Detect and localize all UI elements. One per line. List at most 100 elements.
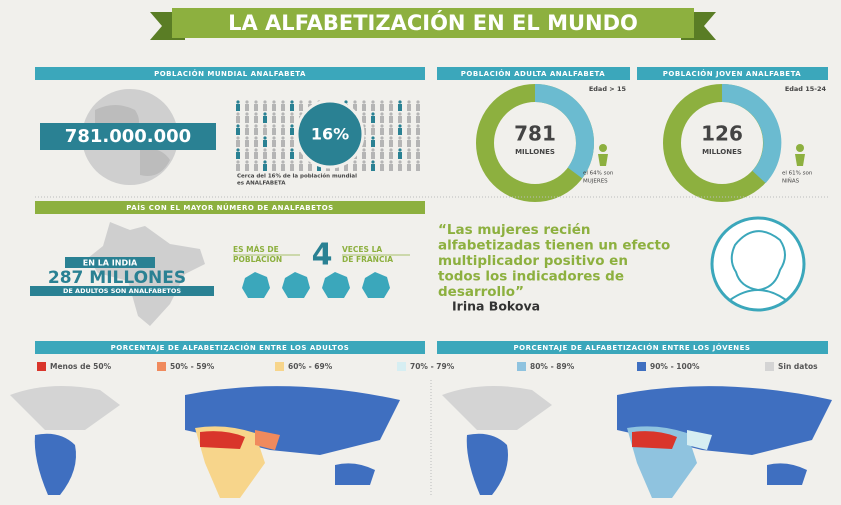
person-icon bbox=[290, 160, 294, 164]
person-icon bbox=[263, 124, 267, 128]
person-icon bbox=[398, 112, 402, 116]
section-title: PORCENTAJE DE ALFABETIZACIÓN ENTRE LOS A… bbox=[111, 343, 350, 352]
person-icon bbox=[254, 160, 258, 164]
donut-note: el 61% son bbox=[782, 171, 813, 177]
person-icon bbox=[398, 124, 402, 128]
person-icon bbox=[254, 164, 258, 171]
person-icon bbox=[263, 148, 267, 152]
legend-label: Menos de 50% bbox=[50, 362, 112, 371]
portrait bbox=[730, 230, 786, 292]
india-banner bbox=[65, 257, 155, 268]
person-icon bbox=[245, 148, 249, 152]
person-icon bbox=[254, 140, 258, 147]
person-icon bbox=[398, 164, 402, 171]
section-title: PORCENTAJE DE ALFABETIZACIÓN ENTRE LOS J… bbox=[514, 343, 751, 352]
person-icon bbox=[272, 164, 276, 171]
person-icon bbox=[245, 112, 249, 116]
person-icon bbox=[263, 140, 267, 147]
person-icon bbox=[254, 100, 258, 104]
person-icon bbox=[272, 116, 276, 123]
person-icon bbox=[290, 128, 294, 135]
person-icon bbox=[344, 100, 348, 104]
person-icon bbox=[389, 104, 393, 111]
legend: Menos de 50% 50% - 59% 60% - 69% 70% - 79% 8… bbox=[37, 362, 818, 371]
world-number: 781.000.000 bbox=[65, 126, 191, 147]
compare-text: VECES LA bbox=[342, 245, 382, 254]
person-icon bbox=[398, 136, 402, 140]
person-icon bbox=[299, 152, 303, 159]
person-icon bbox=[236, 112, 240, 116]
person-icon bbox=[407, 136, 411, 140]
person-icon bbox=[272, 100, 276, 104]
person-icon bbox=[362, 104, 366, 111]
india-line: DE ADULTOS SON ANALFABETOS bbox=[63, 287, 181, 295]
person-icon bbox=[389, 160, 393, 164]
donut-note: el 64% son bbox=[583, 171, 614, 177]
person-icon bbox=[380, 116, 384, 123]
person-icon bbox=[407, 112, 411, 116]
quote-line: multiplicador positivo en bbox=[438, 253, 628, 269]
person-icon bbox=[371, 136, 375, 140]
map-land bbox=[442, 386, 552, 430]
person-icon bbox=[299, 100, 303, 104]
person-icon bbox=[416, 140, 420, 147]
person-icon bbox=[272, 104, 276, 111]
person-icon bbox=[290, 136, 294, 140]
person-icon bbox=[281, 104, 285, 111]
person-icon bbox=[272, 160, 276, 164]
person-icon bbox=[398, 128, 402, 135]
person-icon bbox=[254, 116, 258, 123]
person-icon bbox=[353, 100, 357, 104]
person-icon bbox=[254, 128, 258, 135]
person-icon bbox=[236, 124, 240, 128]
legend-label: 60% - 69% bbox=[288, 362, 333, 371]
person-icon bbox=[245, 128, 249, 135]
person-icon bbox=[290, 164, 294, 171]
person-icon bbox=[598, 154, 608, 166]
section-header bbox=[437, 341, 828, 354]
section-header bbox=[637, 67, 828, 80]
person-icon bbox=[371, 124, 375, 128]
person-icon bbox=[407, 164, 411, 171]
section-header bbox=[35, 201, 425, 214]
person-icon bbox=[290, 100, 294, 104]
person-icon bbox=[407, 160, 411, 164]
legend-swatch bbox=[765, 362, 774, 371]
person-icon bbox=[416, 164, 420, 171]
person-icon bbox=[407, 100, 411, 104]
person-icon bbox=[272, 136, 276, 140]
donut-note: NIÑAS bbox=[782, 178, 800, 185]
person-icon bbox=[245, 152, 249, 159]
france-icon bbox=[362, 272, 390, 298]
person-icon bbox=[389, 100, 393, 104]
person-icon bbox=[281, 148, 285, 152]
person-icon bbox=[371, 128, 375, 135]
person-icon bbox=[254, 112, 258, 116]
age-label: Edad 15-24 bbox=[785, 85, 827, 93]
compare-text: POBLACIÓN bbox=[233, 255, 282, 264]
person-icon bbox=[290, 104, 294, 111]
person-icon bbox=[416, 104, 420, 111]
person-icon bbox=[362, 152, 366, 159]
donut-number: 126 bbox=[701, 122, 743, 146]
person-icon bbox=[380, 128, 384, 135]
section-header bbox=[437, 67, 630, 80]
person-icon bbox=[371, 164, 375, 171]
person-icon bbox=[371, 112, 375, 116]
person-icon bbox=[245, 104, 249, 111]
person-icon bbox=[236, 140, 240, 147]
person-icon bbox=[245, 124, 249, 128]
person-icon bbox=[407, 116, 411, 123]
person-icon bbox=[407, 148, 411, 152]
person-icon bbox=[245, 116, 249, 123]
donut-number: 781 bbox=[514, 122, 556, 146]
portrait bbox=[729, 289, 787, 301]
person-icon bbox=[281, 136, 285, 140]
person-icon bbox=[272, 112, 276, 116]
person-icon bbox=[236, 152, 240, 159]
legend-swatch bbox=[275, 362, 284, 371]
person-icon bbox=[389, 124, 393, 128]
donut-note: MUJERES bbox=[583, 179, 608, 185]
title: LA ALFABETIZACIÓN EN EL MUNDO bbox=[228, 10, 638, 35]
person-icon bbox=[380, 104, 384, 111]
